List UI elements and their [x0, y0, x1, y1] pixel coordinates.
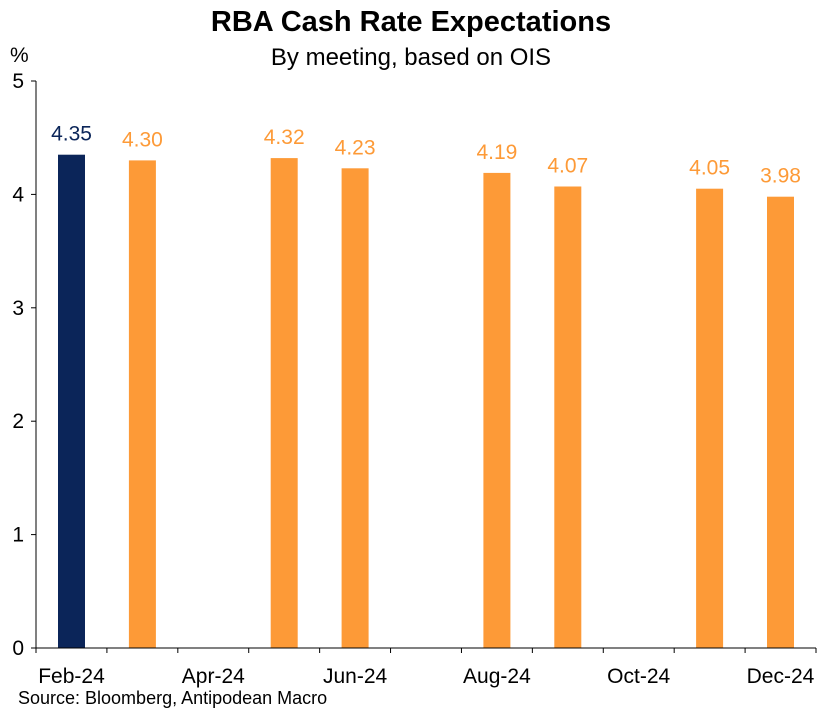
x-tick-label-jun-24: Jun-24: [323, 665, 388, 688]
bars-group: [58, 154, 794, 649]
bar-jun-24: [341, 168, 369, 649]
bar-dec-24: [767, 196, 794, 648]
value-label-may-24: 4.32: [264, 126, 305, 149]
bar-feb-24: [58, 154, 85, 648]
x-tick-label-aug-24: Aug-24: [463, 665, 531, 688]
y-tick-label-3: 3: [12, 297, 24, 320]
source-note: Source: Bloomberg, Antipodean Macro: [18, 688, 328, 708]
y-axis-unit-label: %: [10, 44, 29, 67]
bar-aug-24: [483, 172, 511, 648]
x-tick-label-dec-24: Dec-24: [747, 665, 815, 688]
y-tick-label-4: 4: [12, 183, 24, 206]
bar-may-24: [270, 158, 298, 648]
value-label-nov-24: 4.05: [689, 157, 730, 180]
bar-mar-24: [128, 160, 156, 648]
bar-nov-24: [696, 188, 724, 648]
y-tick-label-2: 2: [12, 410, 24, 433]
value-label-jun-24: 4.23: [335, 136, 376, 159]
y-tick-label-5: 5: [12, 70, 24, 93]
value-label-mar-24: 4.30: [122, 128, 163, 151]
bar-sep-24: [554, 186, 582, 648]
x-tick-label-apr-24: Apr-24: [182, 665, 245, 688]
value-labels-group: 4.35 4.30 4.32 4.23 4.19 4.07 4.05 3.98: [51, 123, 801, 188]
value-label-aug-24: 4.19: [476, 141, 517, 164]
axes-group: 0 1 2 3 4 5 Feb-24 Apr-24 Jun-24 Aug-24 Oct-24 Dec-…: [12, 70, 817, 688]
y-tick-label-1: 1: [12, 524, 24, 547]
x-tick-label-feb-24: Feb-24: [38, 665, 105, 688]
chart-subtitle: By meeting, based on OIS: [270, 44, 552, 71]
value-label-feb-24: 4.35: [51, 123, 92, 146]
y-tick-label-0: 0: [12, 637, 24, 660]
value-label-dec-24: 3.98: [760, 165, 801, 188]
chart-title: RBA Cash Rate Expectations: [210, 6, 612, 38]
value-label-sep-24: 4.07: [547, 155, 588, 178]
x-tick-label-oct-24: Oct-24: [607, 665, 670, 688]
